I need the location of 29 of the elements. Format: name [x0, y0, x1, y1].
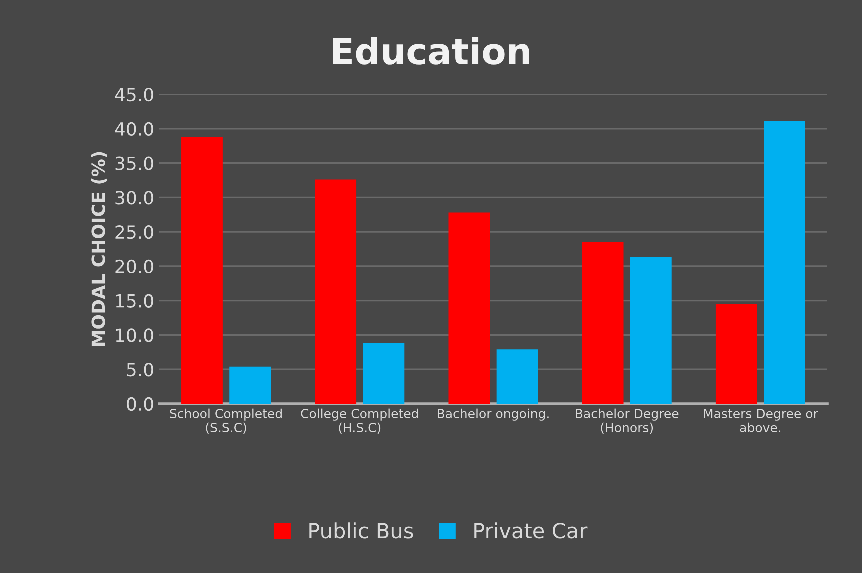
y-tick-label: 35.0: [116, 156, 154, 170]
bar: [448, 212, 490, 404]
bar: [582, 242, 624, 404]
legend-label: Private Car: [474, 522, 588, 539]
y-tick-label: 30.0: [116, 191, 154, 205]
y-tick-label: 25.0: [116, 226, 154, 240]
bar: [496, 350, 538, 404]
x-tick-label: Bachelor ongoing.: [438, 408, 549, 421]
chart-title: Education: [333, 36, 530, 65]
x-tick-label: School Completed (S.S.C): [170, 408, 282, 434]
y-tick-label: 45.0: [115, 88, 154, 102]
y-tick-label: 10.0: [116, 328, 154, 342]
y-tick-label: 0.0: [127, 397, 154, 412]
bar: [764, 121, 806, 404]
bar: [230, 366, 272, 404]
y-tick-label: 40.0: [115, 122, 154, 136]
y-tick-label: 20.0: [116, 260, 154, 274]
y-tick-label: 5.0: [127, 363, 154, 377]
x-tick-label: Bachelor Degree (Honors): [576, 408, 679, 434]
x-tick-label: College Completed (H.S.C): [301, 408, 418, 434]
y-tick-label: 15.0: [116, 294, 154, 308]
bar: [315, 180, 357, 404]
bar: [182, 137, 223, 404]
bar: [716, 304, 758, 404]
x-tick-label: Masters Degree or above.: [704, 409, 818, 432]
bar: [630, 258, 672, 404]
y-axis-title: MODAL CHOICE (%): [91, 152, 108, 346]
legend-label: Public Bus: [310, 522, 414, 539]
bar: [363, 343, 405, 404]
